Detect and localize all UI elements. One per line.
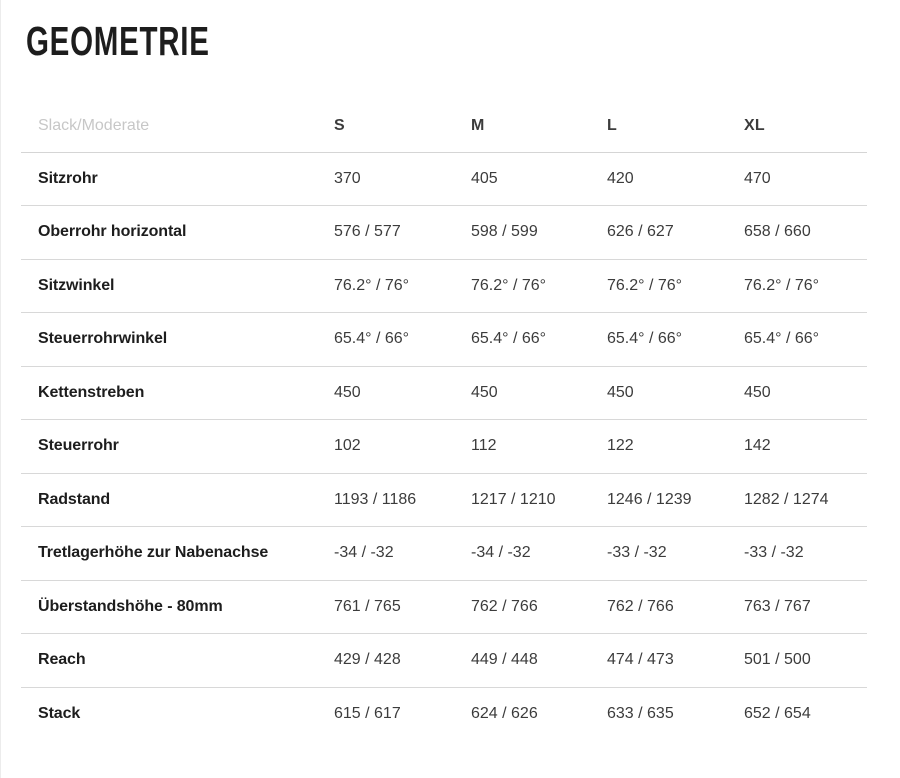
size-header-l: L bbox=[607, 116, 617, 134]
size-header-m: M bbox=[471, 116, 485, 134]
cell-value: 762 / 766 bbox=[607, 597, 674, 615]
cell-value: 65.4° / 66° bbox=[334, 330, 410, 348]
cell-value: 76.2° / 76° bbox=[334, 276, 410, 294]
page-title: GEOMETRIE bbox=[26, 18, 210, 64]
cell-value: 762 / 766 bbox=[471, 597, 538, 615]
cell-value: 76.2° / 76° bbox=[607, 276, 683, 294]
cell-value: 598 / 599 bbox=[471, 223, 538, 241]
table-row: Steuerrohr 102 112 122 142 bbox=[21, 420, 867, 473]
cell-value: 450 bbox=[744, 383, 771, 401]
row-label-reach: Reach bbox=[38, 651, 86, 669]
cell-value: -33 / -32 bbox=[607, 544, 667, 562]
cell-value: -33 / -32 bbox=[744, 544, 804, 562]
row-label-tretlagerhoehe: Tretlagerhöhe zur Nabenachse bbox=[38, 544, 269, 562]
cell-value: 429 / 428 bbox=[334, 651, 401, 669]
size-header-s: S bbox=[334, 116, 345, 134]
cell-value: 624 / 626 bbox=[471, 705, 538, 722]
cell-value: 450 bbox=[471, 383, 498, 401]
cell-value: 450 bbox=[334, 383, 361, 401]
cell-value: 405 bbox=[471, 169, 498, 187]
cell-value: 626 / 627 bbox=[607, 223, 674, 241]
cell-value: 102 bbox=[334, 437, 361, 455]
row-label-radstand: Radstand bbox=[38, 490, 111, 508]
table-row: Radstand 1193 / 1186 1217 / 1210 1246 / … bbox=[21, 473, 867, 527]
cell-value: 474 / 473 bbox=[607, 651, 674, 669]
cell-value: 1217 / 1210 bbox=[471, 490, 556, 508]
cell-value: 76.2° / 76° bbox=[744, 276, 820, 294]
cell-value: 142 bbox=[744, 437, 771, 455]
cell-value: 761 / 765 bbox=[334, 597, 401, 615]
cell-value: 370 bbox=[334, 169, 361, 187]
cell-value: 615 / 617 bbox=[334, 705, 401, 722]
row-label-sitzrohr: Sitzrohr bbox=[38, 169, 98, 187]
cell-value: 1193 / 1186 bbox=[334, 490, 417, 508]
cell-value: -34 / -32 bbox=[471, 544, 531, 562]
row-label-sitzwinkel: Sitzwinkel bbox=[38, 276, 115, 294]
cell-value: -34 / -32 bbox=[334, 544, 394, 562]
cell-value: 1282 / 1274 bbox=[744, 490, 829, 508]
cell-value: 658 / 660 bbox=[744, 223, 811, 241]
variant-header-label: Slack/Moderate bbox=[38, 116, 150, 134]
cell-value: 76.2° / 76° bbox=[471, 276, 547, 294]
table-row: Tretlagerhöhe zur Nabenachse -34 / -32 -… bbox=[21, 527, 867, 580]
cell-value: 450 bbox=[607, 383, 634, 401]
cell-value: 65.4° / 66° bbox=[471, 330, 547, 348]
table-row: Oberrohr horizontal 576 / 577 598 / 599 … bbox=[21, 206, 867, 259]
row-label-kettenstreben: Kettenstreben bbox=[38, 383, 145, 401]
cell-value: 652 / 654 bbox=[744, 705, 811, 722]
geometry-table: Slack/Moderate S M L XL Sitzrohr 370 405… bbox=[21, 100, 867, 741]
row-label-ueberstandshoehe: Überstandshöhe - 80mm bbox=[38, 597, 223, 615]
row-label-stack: Stack bbox=[38, 705, 81, 722]
cell-value: 65.4° / 66° bbox=[744, 330, 820, 348]
cell-value: 449 / 448 bbox=[471, 651, 538, 669]
cell-value: 576 / 577 bbox=[334, 223, 401, 241]
table-row: Sitzrohr 370 405 420 470 bbox=[21, 152, 867, 206]
cell-value: 763 / 767 bbox=[744, 597, 811, 615]
cell-value: 633 / 635 bbox=[607, 705, 674, 722]
table-row: Kettenstreben 450 450 450 450 bbox=[21, 366, 867, 420]
table-row: Steuerrohrwinkel 65.4° / 66° 65.4° / 66°… bbox=[21, 313, 867, 366]
cell-value: 122 bbox=[607, 437, 634, 455]
cell-value: 112 bbox=[471, 437, 497, 455]
cell-value: 470 bbox=[744, 169, 771, 187]
row-label-steuerrohrwinkel: Steuerrohrwinkel bbox=[38, 330, 168, 348]
table-row: Stack 615 / 617 624 / 626 633 / 635 652 … bbox=[21, 687, 867, 741]
size-header-xl: XL bbox=[744, 116, 765, 134]
row-label-oberrohr-horizontal: Oberrohr horizontal bbox=[38, 223, 187, 241]
cell-value: 65.4° / 66° bbox=[607, 330, 683, 348]
row-label-steuerrohr: Steuerrohr bbox=[38, 437, 119, 455]
cell-value: 1246 / 1239 bbox=[607, 490, 692, 508]
table-row: Reach 429 / 428 449 / 448 474 / 473 501 … bbox=[21, 634, 867, 687]
table-header-row: Slack/Moderate S M L XL bbox=[21, 100, 867, 152]
table-row: Sitzwinkel 76.2° / 76° 76.2° / 76° 76.2°… bbox=[21, 259, 867, 313]
table-row: Überstandshöhe - 80mm 761 / 765 762 / 76… bbox=[21, 580, 867, 634]
cell-value: 501 / 500 bbox=[744, 651, 811, 669]
cell-value: 420 bbox=[607, 169, 634, 187]
